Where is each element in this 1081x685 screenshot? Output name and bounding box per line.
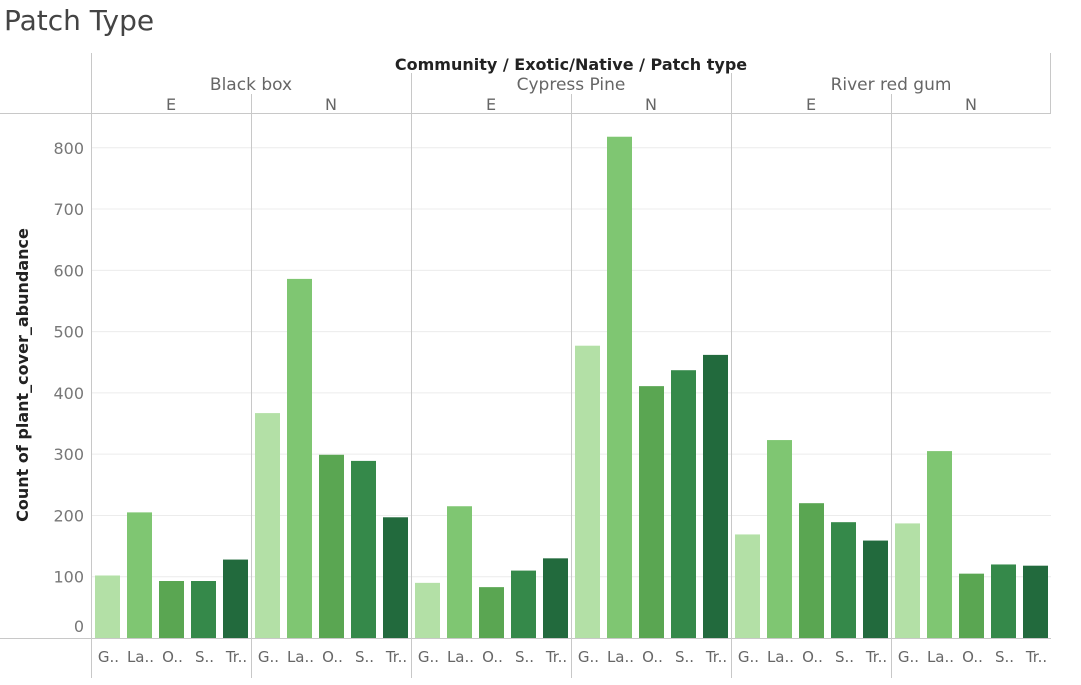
bar bbox=[255, 413, 280, 638]
bar bbox=[863, 540, 888, 638]
bar bbox=[223, 559, 248, 638]
labels: 0 100 200 300 400 500 600 700 800 Black box Cypres… bbox=[53, 75, 1047, 666]
bar bbox=[927, 451, 952, 638]
x-tick-label: S.. bbox=[195, 648, 214, 666]
bar bbox=[383, 517, 408, 638]
y-tick-label: 100 bbox=[53, 568, 84, 587]
bar bbox=[991, 564, 1016, 638]
community-header: Cypress Pine bbox=[517, 75, 626, 95]
x-tick-label: La.. bbox=[287, 648, 314, 666]
x-tick-label: Tr.. bbox=[385, 648, 407, 666]
x-tick-label: La.. bbox=[127, 648, 154, 666]
y-tick-label: 400 bbox=[53, 384, 84, 403]
x-tick-label: Tr.. bbox=[1025, 648, 1047, 666]
bar bbox=[799, 503, 824, 638]
x-tick-label: O.. bbox=[322, 648, 343, 666]
bar bbox=[895, 523, 920, 638]
x-tick-label: G.. bbox=[898, 648, 919, 666]
bar bbox=[511, 570, 536, 638]
bar bbox=[191, 581, 216, 638]
bar bbox=[287, 278, 312, 638]
x-tick-label: La.. bbox=[767, 648, 794, 666]
bar bbox=[1023, 565, 1048, 638]
page-title: Patch Type bbox=[4, 4, 155, 37]
x-tick-label: Tr.. bbox=[545, 648, 567, 666]
x-tick-label: S.. bbox=[515, 648, 534, 666]
community-header: River red gum bbox=[831, 75, 952, 95]
column-header-title: Community / Exotic/Native / Patch type bbox=[395, 55, 747, 74]
community-header: Black box bbox=[210, 75, 292, 95]
bar bbox=[543, 558, 568, 638]
y-axis-label: Count of plant_cover_abundance bbox=[13, 228, 32, 522]
bar bbox=[703, 354, 728, 638]
x-tick-label: S.. bbox=[355, 648, 374, 666]
x-tick-label: O.. bbox=[162, 648, 183, 666]
bar bbox=[767, 440, 792, 638]
patch-type-header: N bbox=[325, 95, 337, 114]
bars bbox=[95, 136, 1048, 638]
bar bbox=[479, 587, 504, 638]
y-tick-label: 600 bbox=[53, 261, 84, 280]
x-tick-label: G.. bbox=[578, 648, 599, 666]
bar bbox=[639, 386, 664, 638]
y-tick-label: 300 bbox=[53, 445, 84, 464]
x-tick-label: Tr.. bbox=[225, 648, 247, 666]
x-tick-label: O.. bbox=[482, 648, 503, 666]
x-tick-label: O.. bbox=[962, 648, 983, 666]
y-tick-label: 500 bbox=[53, 323, 84, 342]
chart-frame bbox=[0, 53, 1051, 678]
bar bbox=[831, 522, 856, 638]
x-tick-label: O.. bbox=[802, 648, 823, 666]
x-tick-label: G.. bbox=[738, 648, 759, 666]
patch-type-header: E bbox=[486, 95, 496, 114]
x-tick-label: O.. bbox=[642, 648, 663, 666]
bar bbox=[159, 581, 184, 638]
patch-type-header: N bbox=[645, 95, 657, 114]
y-tick-label: 0 bbox=[74, 617, 84, 636]
bar bbox=[95, 575, 120, 638]
bar bbox=[127, 512, 152, 638]
x-tick-label: G.. bbox=[258, 648, 279, 666]
y-tick-label: 800 bbox=[53, 139, 84, 158]
x-tick-label: S.. bbox=[995, 648, 1014, 666]
y-tick-label: 200 bbox=[53, 506, 84, 525]
x-tick-label: La.. bbox=[927, 648, 954, 666]
bar bbox=[607, 136, 632, 638]
patch-type-header: E bbox=[806, 95, 816, 114]
bar bbox=[319, 454, 344, 638]
bar bbox=[351, 460, 376, 638]
x-tick-label: La.. bbox=[447, 648, 474, 666]
bar bbox=[575, 345, 600, 638]
bar bbox=[415, 582, 440, 638]
patch-type-header: N bbox=[965, 95, 977, 114]
x-tick-label: G.. bbox=[98, 648, 119, 666]
x-tick-label: La.. bbox=[607, 648, 634, 666]
patch-type-header: E bbox=[166, 95, 176, 114]
x-tick-label: G.. bbox=[418, 648, 439, 666]
bar bbox=[671, 370, 696, 638]
x-tick-label: Tr.. bbox=[705, 648, 727, 666]
x-tick-label: S.. bbox=[675, 648, 694, 666]
x-tick-label: Tr.. bbox=[865, 648, 887, 666]
y-tick-label: 700 bbox=[53, 200, 84, 219]
bar bbox=[447, 506, 472, 638]
bar bbox=[959, 573, 984, 638]
x-tick-label: S.. bbox=[835, 648, 854, 666]
bar bbox=[735, 534, 760, 638]
